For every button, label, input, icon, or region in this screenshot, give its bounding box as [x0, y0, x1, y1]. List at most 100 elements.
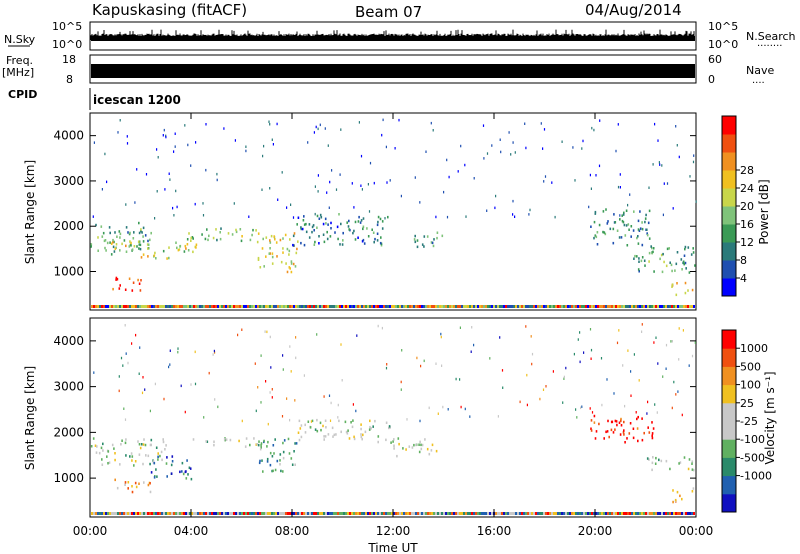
near-range-cell: [497, 305, 499, 308]
echo-cell: [181, 470, 183, 473]
echo-cell: [137, 278, 139, 282]
echo-cell: [607, 220, 609, 223]
x-tick-label: 00:00: [73, 524, 108, 538]
near-range-cell: [139, 305, 141, 308]
near-range-cell: [621, 305, 623, 308]
near-range-cell: [677, 305, 679, 308]
nsearch-dots: ········: [757, 41, 782, 52]
echo-cell: [324, 217, 327, 221]
echo-cell: [644, 217, 647, 220]
scatter-cell: [307, 141, 309, 144]
near-range-cell: [513, 512, 515, 515]
scatter-cell: [237, 333, 239, 337]
echo-cell: [346, 221, 348, 224]
echo-cell: [274, 438, 276, 441]
scatter-cell: [281, 415, 284, 418]
near-range-cell: [103, 305, 105, 308]
near-range-cell: [373, 512, 375, 515]
scatter-cell: [589, 407, 591, 410]
echo-cell: [314, 428, 317, 431]
near-range-cell: [267, 512, 269, 515]
echo-cell: [363, 242, 366, 245]
near-range-cell: [411, 305, 413, 308]
echo-cell: [397, 437, 400, 440]
echo-cell: [684, 245, 687, 249]
echo-cell: [136, 245, 138, 248]
echo-cell: [94, 444, 97, 447]
near-range-cell: [139, 512, 141, 515]
echo-cell: [648, 458, 650, 461]
echo-cell: [257, 232, 260, 235]
echo-cell: [115, 278, 117, 281]
near-range-cell: [161, 305, 163, 308]
near-range-cell: [105, 512, 107, 515]
echo-cell: [665, 264, 668, 268]
echo-cell: [634, 254, 636, 258]
near-range-cell: [599, 305, 601, 308]
echo-cell: [137, 440, 139, 443]
near-range-cell: [527, 305, 529, 308]
near-range-cell: [421, 512, 423, 515]
near-range-cell: [235, 512, 237, 515]
near-range-cell: [353, 512, 355, 515]
echo-cell: [426, 235, 429, 238]
near-range-cell: [237, 512, 239, 515]
near-range-cell: [295, 512, 297, 515]
echo-cell: [337, 237, 339, 241]
echo-cell: [340, 222, 342, 226]
scatter-cell: [658, 161, 660, 164]
near-range-cell: [137, 305, 139, 308]
near-range-cell: [625, 512, 627, 515]
scatter-cell: [606, 378, 608, 381]
echo-cell: [186, 459, 188, 462]
near-range-cell: [411, 512, 413, 515]
near-range-cell: [279, 305, 281, 308]
echo-cell: [296, 223, 298, 226]
scatter-cell: [489, 357, 491, 360]
scatter-cell: [435, 362, 437, 365]
near-range-cell: [493, 305, 495, 308]
echo-cell: [655, 456, 657, 460]
near-range-cell: [445, 305, 447, 308]
scatter-cell: [630, 370, 632, 373]
scatter-cell: [471, 326, 473, 329]
near-range-cell: [269, 305, 271, 308]
freq-band: [91, 64, 695, 78]
near-range-cell: [683, 305, 685, 308]
echo-cell: [423, 235, 426, 238]
near-range-cell: [305, 512, 307, 515]
echo-cell: [262, 470, 264, 473]
x-tick-label: 20:00: [578, 524, 613, 538]
echo-cell: [132, 237, 135, 240]
scatter-cell: [425, 150, 427, 153]
scatter-cell: [576, 416, 578, 419]
near-range-cell: [377, 512, 379, 515]
near-range-cell: [133, 305, 135, 308]
near-range-cell: [409, 305, 411, 308]
colorbar-tick-label: 100: [740, 379, 761, 392]
echo-cell: [101, 463, 104, 466]
echo-cell: [138, 221, 140, 225]
colorbar-segment: [722, 116, 736, 135]
near-range-cell: [101, 512, 103, 515]
echo-cell: [150, 471, 153, 474]
echo-cell: [161, 458, 163, 462]
near-range-cell: [137, 512, 139, 515]
echo-cell: [166, 257, 168, 260]
echo-cell: [353, 435, 355, 439]
near-range-cell: [637, 512, 639, 515]
echo-cell: [676, 282, 678, 285]
scatter-cell: [619, 214, 621, 217]
echo-cell: [215, 228, 217, 231]
echo-cell: [360, 435, 363, 439]
echo-cell: [624, 234, 627, 237]
near-range-cell: [241, 512, 243, 515]
near-range-cell: [369, 512, 371, 515]
near-range-cell: [499, 512, 501, 515]
echo-cell: [268, 252, 271, 255]
y-tick-label: 3000: [53, 380, 84, 394]
near-range-cell: [469, 512, 471, 515]
scatter-cell: [337, 403, 339, 407]
scatter-cell: [169, 349, 171, 352]
